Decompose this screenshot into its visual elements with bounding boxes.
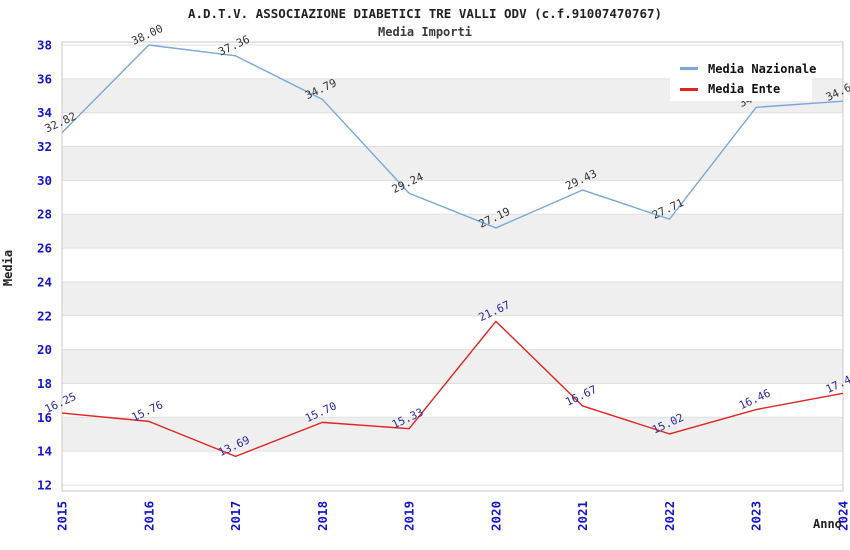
x-tick-label: 2018 [315, 501, 330, 531]
x-tick-label: 2020 [488, 501, 503, 531]
grid-band [62, 451, 843, 485]
y-tick-label: 36 [37, 71, 52, 86]
plot-frame [61, 41, 844, 492]
point-label: 38.00 [130, 22, 166, 48]
legend-label: Media Nazionale [708, 61, 817, 76]
y-tick-label: 34 [37, 105, 52, 120]
legend-line-swatch [680, 87, 698, 91]
y-tick-label: 18 [37, 376, 52, 391]
legend: Media Nazionale Media Ente [670, 57, 816, 101]
y-tick-label: 28 [37, 207, 52, 222]
y-tick-label: 24 [37, 274, 52, 289]
x-tick-label: 2023 [749, 501, 764, 531]
y-tick-label: 32 [37, 139, 52, 154]
chart-title: A.D.T.V. ASSOCIAZIONE DIABETICI TRE VALL… [187, 6, 663, 21]
y-tick-label: 14 [37, 444, 52, 459]
legend-item: Media Ente [670, 80, 812, 98]
series-line-media-nazionale [61, 44, 844, 229]
grid-band [62, 112, 843, 147]
legend-line-swatch [680, 67, 698, 71]
y-tick-label: 16 [37, 410, 52, 425]
chart-subtitle: Media Importi [378, 25, 472, 39]
y-tick-label: 26 [37, 241, 52, 256]
legend-item: Media Nazionale [670, 60, 816, 78]
legend-label: Media Ente [708, 82, 781, 97]
x-tick-label: 2022 [662, 501, 677, 531]
x-axis-label: Anno [813, 517, 842, 531]
y-axis-label: Media [1, 249, 15, 287]
y-tick-label: 12 [37, 478, 52, 493]
grid-band [62, 417, 843, 452]
grid-band [62, 248, 843, 282]
grid-band [62, 146, 843, 181]
grid-band [62, 349, 843, 384]
grid-band [62, 281, 843, 316]
grid-band [62, 315, 843, 350]
x-tick-label: 2017 [228, 501, 243, 531]
x-tick-label: 2024 [836, 501, 850, 531]
x-tick-label: 2015 [55, 501, 70, 531]
series-line-media-ente [61, 320, 844, 458]
x-tick-label: 2021 [575, 501, 590, 531]
y-tick-label: 20 [37, 342, 52, 357]
x-tick-label: 2016 [141, 501, 156, 531]
grid-band [62, 383, 843, 418]
x-tick-label: 2019 [402, 501, 417, 531]
y-tick-label: 22 [37, 308, 52, 323]
y-tick-label: 30 [37, 173, 52, 188]
grid-band [62, 180, 843, 215]
grid-band [62, 214, 843, 249]
y-tick-label: 38 [37, 38, 52, 53]
